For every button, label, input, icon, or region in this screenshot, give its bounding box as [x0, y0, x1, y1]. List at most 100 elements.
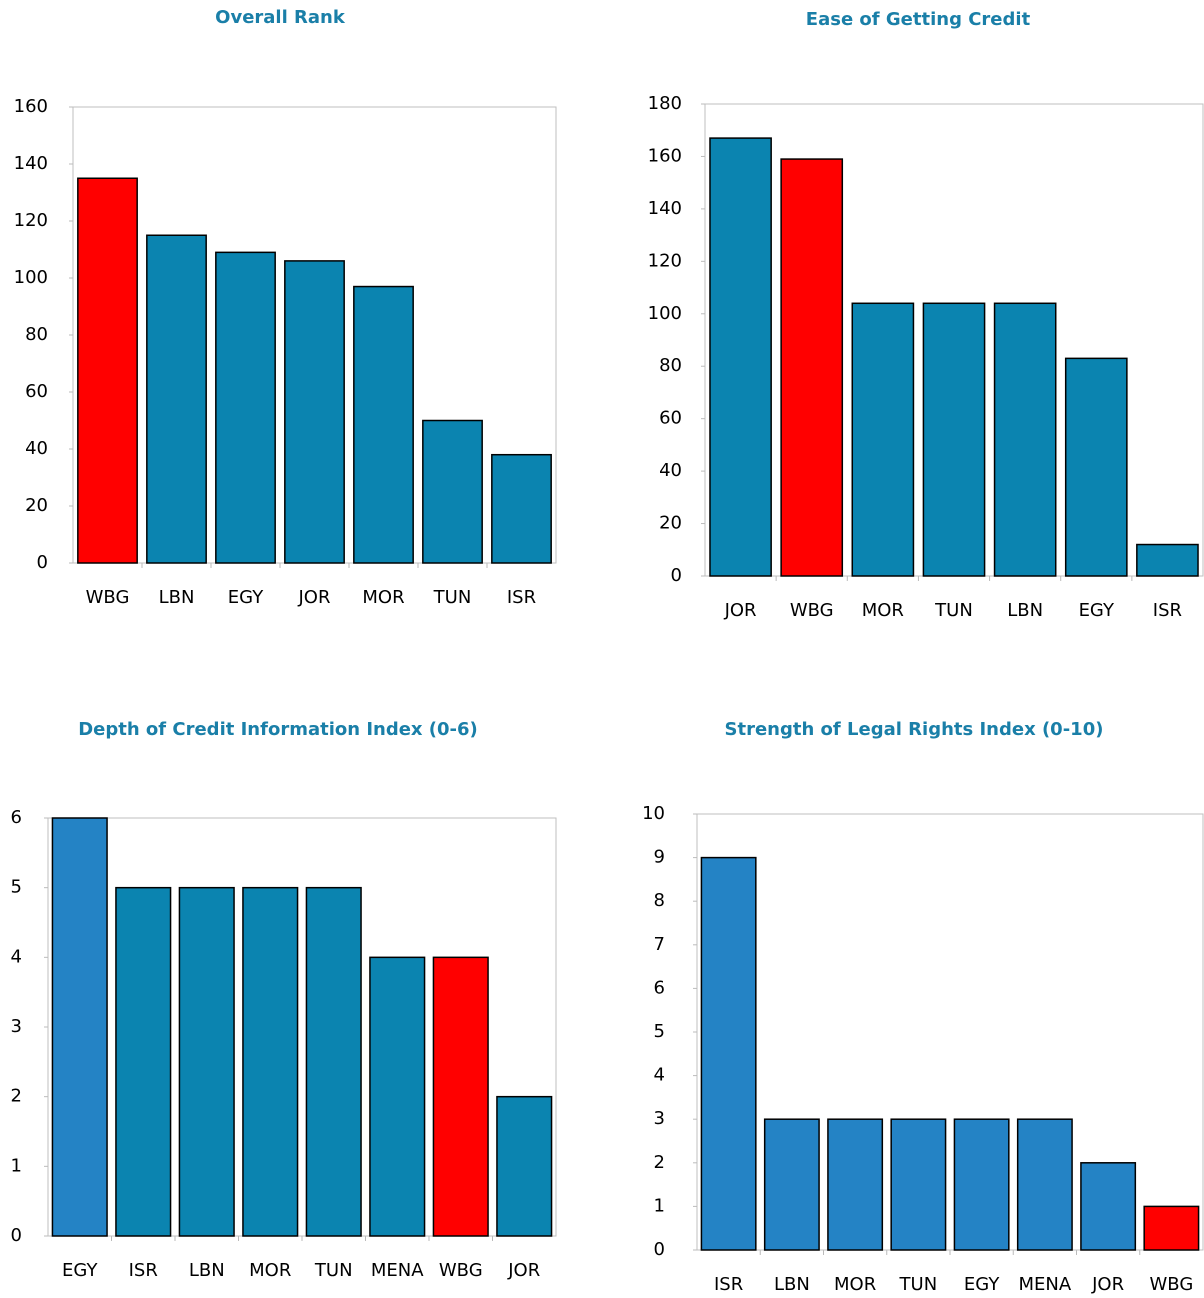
- x-tick-label: LBN: [1007, 600, 1043, 621]
- x-tick-label: ISR: [129, 1260, 158, 1281]
- y-tick-label: 4: [11, 946, 22, 967]
- y-tick-label: 40: [659, 460, 682, 481]
- x-tick-label: JOR: [298, 587, 331, 608]
- x-tick-label: EGY: [228, 587, 264, 608]
- bar: [284, 260, 345, 564]
- x-tick-label: JOR: [724, 600, 757, 621]
- x-tick-label: MOR: [362, 587, 404, 608]
- y-tick-label: 120: [648, 250, 682, 271]
- bar: [827, 1118, 884, 1251]
- y-tick-label: 6: [11, 807, 22, 828]
- x-tick-label: JOR: [1091, 1274, 1124, 1295]
- bar: [215, 251, 276, 564]
- y-tick-label: 3: [654, 1108, 665, 1129]
- bar: [700, 856, 757, 1251]
- y-tick-label: 5: [654, 1021, 665, 1042]
- bar: [242, 886, 299, 1237]
- bar: [432, 956, 489, 1237]
- bar: [1136, 543, 1199, 577]
- bar: [763, 1118, 820, 1251]
- y-tick-label: 140: [648, 198, 682, 219]
- bar: [51, 817, 108, 1237]
- x-tick-label: LBN: [189, 1260, 225, 1281]
- x-tick-label: EGY: [62, 1260, 98, 1281]
- chart-title: Depth of Credit Information Index (0-6): [78, 719, 478, 740]
- x-tick-label: TUN: [433, 587, 472, 608]
- y-tick-label: 20: [25, 495, 48, 516]
- y-tick-label: 160: [648, 145, 682, 166]
- x-tick-label: MENA: [1019, 1274, 1072, 1295]
- y-tick-label: 60: [659, 408, 682, 429]
- x-tick-label: TUN: [899, 1274, 938, 1295]
- bar: [851, 302, 915, 577]
- y-tick-label: 180: [648, 93, 682, 114]
- x-tick-label: WBG: [439, 1260, 483, 1281]
- x-tick-label: JOR: [507, 1260, 540, 1281]
- x-tick-label: TUN: [314, 1260, 353, 1281]
- x-tick-label: EGY: [964, 1274, 1000, 1295]
- y-tick-label: 4: [654, 1065, 665, 1086]
- bar: [780, 158, 844, 577]
- y-tick-label: 40: [25, 438, 48, 459]
- y-tick-label: 20: [659, 513, 682, 534]
- y-tick-label: 2: [11, 1086, 22, 1107]
- y-tick-label: 8: [654, 890, 665, 911]
- y-tick-label: 120: [14, 210, 48, 231]
- x-tick-label: LBN: [159, 587, 195, 608]
- x-tick-label: WBG: [790, 600, 834, 621]
- x-tick-label: ISR: [714, 1274, 743, 1295]
- y-tick-label: 0: [654, 1239, 665, 1260]
- x-tick-label: WBG: [1149, 1274, 1193, 1295]
- x-tick-label: MOR: [834, 1274, 876, 1295]
- y-tick-label: 6: [654, 977, 665, 998]
- x-tick-label: MOR: [862, 600, 904, 621]
- y-tick-label: 0: [671, 565, 682, 586]
- chart-title: Overall Rank: [215, 7, 346, 28]
- y-tick-label: 7: [654, 934, 665, 955]
- bar: [922, 302, 986, 577]
- y-tick-label: 60: [25, 381, 48, 402]
- y-tick-label: 2: [654, 1152, 665, 1173]
- bar: [709, 137, 772, 577]
- y-tick-label: 100: [14, 267, 48, 288]
- bar: [115, 886, 172, 1237]
- bar: [178, 886, 235, 1237]
- bar: [993, 302, 1057, 577]
- bar: [77, 177, 138, 564]
- bar: [890, 1118, 947, 1251]
- chart-title: Ease of Getting Credit: [806, 9, 1031, 30]
- y-tick-label: 3: [11, 1016, 22, 1037]
- bar: [1080, 1162, 1137, 1251]
- x-tick-label: ISR: [507, 587, 536, 608]
- y-tick-label: 160: [14, 96, 48, 117]
- y-tick-label: 1: [11, 1155, 22, 1176]
- y-tick-label: 0: [11, 1225, 22, 1246]
- x-tick-label: MOR: [249, 1260, 291, 1281]
- x-tick-label: ISR: [1153, 600, 1182, 621]
- y-tick-label: 1: [654, 1195, 665, 1216]
- x-tick-label: TUN: [934, 600, 973, 621]
- bar: [491, 453, 552, 564]
- x-tick-label: MENA: [371, 1260, 424, 1281]
- y-tick-label: 140: [14, 153, 48, 174]
- y-tick-label: 80: [25, 324, 48, 345]
- bar: [369, 956, 426, 1237]
- x-tick-label: LBN: [774, 1274, 810, 1295]
- y-tick-label: 10: [642, 803, 665, 824]
- y-tick-label: 9: [654, 847, 665, 868]
- y-tick-label: 0: [37, 552, 48, 573]
- bar: [1143, 1205, 1200, 1251]
- y-tick-label: 100: [648, 303, 682, 324]
- bar: [953, 1118, 1010, 1251]
- bar: [422, 419, 483, 564]
- bar: [305, 886, 362, 1237]
- bar: [1016, 1118, 1073, 1251]
- chart-title: Strength of Legal Rights Index (0-10): [725, 719, 1104, 740]
- x-tick-label: EGY: [1079, 600, 1115, 621]
- bar: [1064, 357, 1128, 577]
- y-tick-label: 80: [659, 355, 682, 376]
- x-tick-label: WBG: [86, 587, 130, 608]
- bar: [146, 234, 207, 564]
- y-tick-label: 5: [11, 877, 22, 898]
